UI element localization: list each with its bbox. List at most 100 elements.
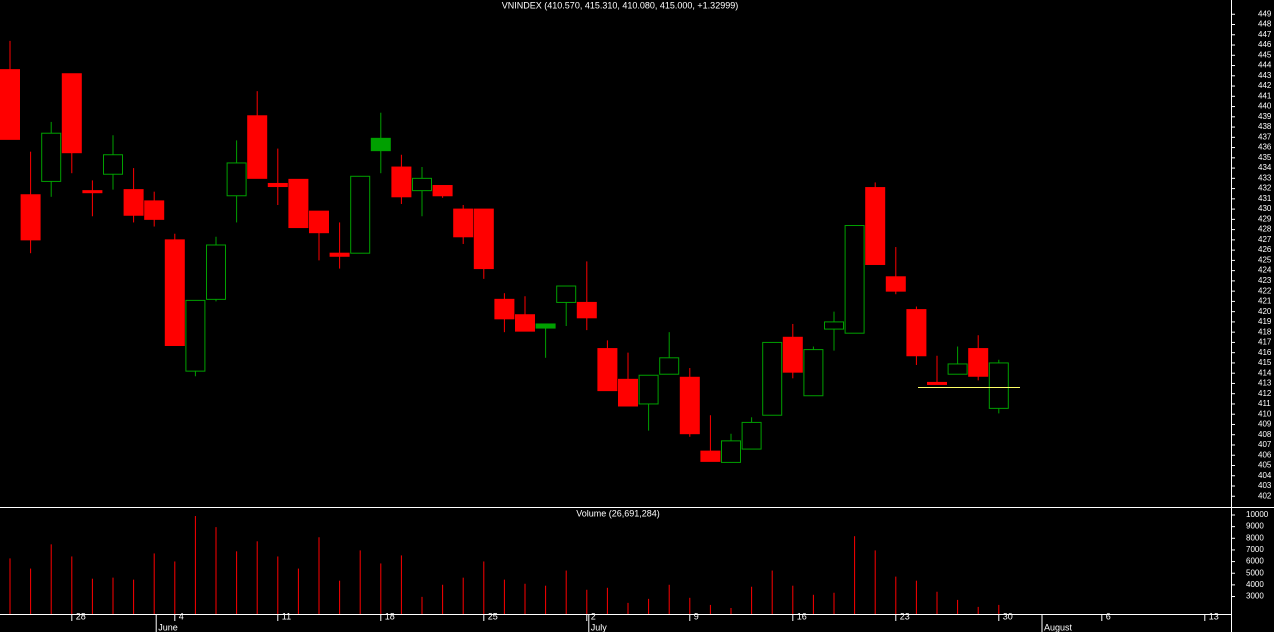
candle-body xyxy=(185,299,206,372)
y-tick-label: 424 xyxy=(1258,266,1272,275)
y-tick-label: 440 xyxy=(1258,102,1272,111)
volume-title: Volume (26,691,284) xyxy=(576,508,660,518)
y-tick-label: 438 xyxy=(1258,122,1272,131)
y-tick-label: 432 xyxy=(1258,184,1272,193)
candle-body xyxy=(679,376,700,435)
y-tick-label: 448 xyxy=(1258,20,1272,29)
y-tick-label: 444 xyxy=(1258,61,1272,70)
y-tick-label: 449 xyxy=(1258,9,1272,18)
candle-body xyxy=(659,357,680,375)
y-tick-label: 425 xyxy=(1258,255,1272,264)
candle-body xyxy=(803,349,824,397)
y-tick-label: 422 xyxy=(1258,286,1272,295)
y-tick-label: 435 xyxy=(1258,153,1272,162)
month-label: August xyxy=(1044,622,1073,632)
x-tick-label: 18 xyxy=(385,611,395,621)
candle-body xyxy=(0,69,20,140)
y-tick-label: 423 xyxy=(1258,276,1272,285)
x-tick-label: 11 xyxy=(282,611,291,621)
candle-body xyxy=(247,115,268,179)
candle-body xyxy=(638,374,659,405)
y-tick-label: 404 xyxy=(1258,471,1272,480)
x-tick-label: 9 xyxy=(694,611,699,621)
candle-body xyxy=(865,187,886,265)
y-tick-label: 447 xyxy=(1258,30,1272,39)
y-tick-label: 406 xyxy=(1258,450,1272,459)
y-tick-label: 410 xyxy=(1258,409,1272,418)
y-tick-label: 439 xyxy=(1258,112,1272,121)
y-tick-label: 409 xyxy=(1258,420,1272,429)
candle-body xyxy=(453,208,474,238)
x-tick-label: 23 xyxy=(900,611,910,621)
candle-body xyxy=(309,210,329,234)
candle-body xyxy=(82,190,103,194)
candle-body xyxy=(412,177,432,192)
y-tick-label: 431 xyxy=(1258,194,1272,203)
y2-tick-label: 8000 xyxy=(1246,533,1264,542)
y2-tick-label: 3000 xyxy=(1246,592,1264,601)
candle-body xyxy=(782,336,803,373)
y-tick-label: 426 xyxy=(1258,245,1272,254)
candle-body xyxy=(391,166,412,198)
candle-body xyxy=(741,421,762,450)
y-tick-label: 417 xyxy=(1258,338,1272,347)
y2-tick-label: 5000 xyxy=(1246,568,1264,577)
candle-body xyxy=(906,309,927,357)
chart-title: VNINDEX (410.570, 415.310, 410.080, 415.… xyxy=(502,0,738,10)
candle-body xyxy=(988,362,1009,409)
candle-body xyxy=(370,137,391,152)
y2-tick-label: 10000 xyxy=(1246,510,1269,519)
y-tick-label: 413 xyxy=(1258,379,1272,388)
candle-body xyxy=(350,175,371,254)
y-tick-label: 411 xyxy=(1258,399,1271,408)
y-tick-label: 437 xyxy=(1258,132,1272,141)
y2-tick-label: 7000 xyxy=(1246,545,1264,554)
y-tick-label: 445 xyxy=(1258,50,1272,59)
candle-body xyxy=(41,132,62,182)
x-tick-label: 13 xyxy=(1209,611,1219,621)
x-tick-label: 25 xyxy=(488,611,498,621)
candle-body xyxy=(61,73,82,154)
y-tick-label: 408 xyxy=(1258,430,1272,439)
candle-body xyxy=(927,381,947,385)
candle-body xyxy=(618,378,638,407)
y-tick-label: 416 xyxy=(1258,348,1272,357)
month-label: July xyxy=(591,622,608,632)
candle-body xyxy=(597,348,618,392)
candle-body xyxy=(700,450,721,462)
candle-body xyxy=(164,239,185,346)
candle-body xyxy=(206,244,226,300)
candle-body xyxy=(329,252,350,257)
y-tick-label: 443 xyxy=(1258,71,1272,80)
y-tick-label: 441 xyxy=(1258,91,1272,100)
y-tick-label: 428 xyxy=(1258,225,1272,234)
candle-body xyxy=(494,298,515,320)
candle-body xyxy=(576,301,597,319)
y-tick-label: 412 xyxy=(1258,389,1272,398)
y-tick-label: 420 xyxy=(1258,307,1272,316)
candle-body xyxy=(432,185,453,197)
candle-body xyxy=(947,363,968,375)
candle-body xyxy=(267,182,288,188)
x-tick-label: 6 xyxy=(1106,611,1111,621)
x-tick-label: 28 xyxy=(76,611,86,621)
y-tick-label: 436 xyxy=(1258,143,1272,152)
y-tick-label: 415 xyxy=(1258,358,1272,367)
candle-body xyxy=(844,225,865,334)
candle-body xyxy=(721,440,741,463)
x-tick-label: 30 xyxy=(1003,611,1013,621)
y-tick-label: 407 xyxy=(1258,440,1272,449)
y-tick-label: 446 xyxy=(1258,40,1272,49)
candle-body xyxy=(473,208,494,270)
y-tick-label: 429 xyxy=(1258,214,1272,223)
y-tick-label: 430 xyxy=(1258,204,1272,213)
candle-body xyxy=(20,194,41,241)
y-tick-label: 442 xyxy=(1258,81,1272,90)
y-tick-label: 405 xyxy=(1258,461,1272,470)
y-tick-label: 403 xyxy=(1258,481,1272,490)
y-tick-label: 419 xyxy=(1258,317,1272,326)
y-tick-label: 434 xyxy=(1258,163,1272,172)
candle-body xyxy=(288,178,309,229)
x-tick-label: 4 xyxy=(179,611,184,621)
candle-body xyxy=(824,321,844,330)
